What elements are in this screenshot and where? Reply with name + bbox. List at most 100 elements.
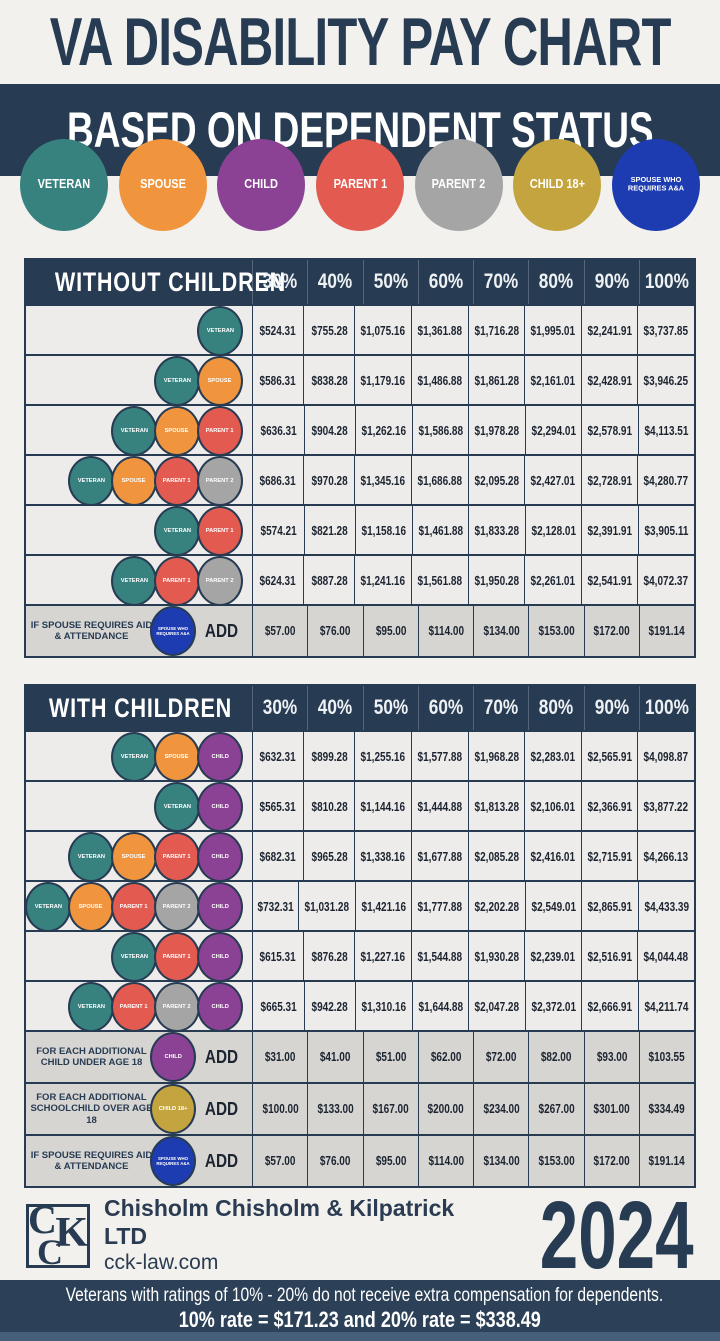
rate-cell: $1,978.28 [468, 406, 525, 456]
table-header: WITH CHILDREN 30% 40% 50% 60% 70% 80% 90% 100% [26, 686, 694, 730]
rate-value: $2,202.28 [474, 900, 520, 914]
rate-value: $942.28 [311, 1000, 348, 1014]
rate-value: $2,106.01 [530, 800, 576, 814]
rate-cell: $755.28 [303, 306, 354, 356]
rate-cell: $2,283.01 [524, 732, 581, 782]
rate-cell: $942.28 [303, 982, 356, 1032]
rate-value: $301.00 [593, 1102, 630, 1116]
disclaimer-line2: 10% rate = $171.23 and 20% rate = $338.4… [178, 1307, 542, 1332]
rate-value: $665.31 [260, 1000, 297, 1014]
rate-cell: $4,266.13 [637, 832, 694, 882]
icon-label: PARENT 2 [431, 177, 486, 192]
percent-header: 40% [307, 260, 362, 304]
add-label: ADD [204, 1098, 239, 1119]
veteran-icon: VETERAN [68, 832, 114, 882]
rate-cell: $72.00 [473, 1032, 528, 1082]
rate-value: $4,266.13 [643, 850, 689, 864]
rate-cell: $114.00 [417, 606, 473, 656]
parent1-icon: PARENT 1 [315, 139, 404, 231]
rate-cell: $2,666.91 [581, 982, 638, 1032]
parent1-icon: PARENT 1 [111, 982, 157, 1032]
rate-cell: $1,677.88 [410, 832, 468, 882]
rate-cell: $57.00 [252, 1136, 307, 1186]
rate-value: $1,255.16 [360, 750, 406, 764]
rate-cell: $965.28 [303, 832, 354, 882]
child-icon: CHILD [197, 782, 243, 832]
rate-cell: $1,950.28 [467, 556, 525, 606]
rate-value: $524.31 [260, 324, 297, 338]
rate-cell: $1,968.28 [467, 732, 525, 782]
percent-header: 40% [307, 686, 362, 730]
table-row: IF SPOUSE REQUIRES AID & ATTENDANCE SPOUS… [26, 1134, 694, 1186]
page-title: VA DISABILITY PAY CHART [49, 4, 672, 80]
spouse-icon: SPOUSE [111, 456, 157, 506]
rate-cell: $2,161.01 [524, 356, 581, 406]
rate-cell: $2,728.91 [580, 456, 638, 506]
rate-value: $3,737.85 [643, 324, 689, 338]
rate-cell: $1,179.16 [354, 356, 411, 406]
rate-cell: $301.00 [583, 1084, 639, 1134]
icon-label: SPOUSE [139, 177, 186, 192]
rate-value: $1,677.88 [417, 850, 463, 864]
parent1-icon: PARENT 1 [111, 882, 157, 932]
rate-value: $2,372.01 [531, 1000, 576, 1014]
rate-value: $114.00 [428, 624, 464, 638]
icon-label: SPOUSE [79, 903, 103, 910]
table-row: FOR EACH ADDITIONAL CHILD UNDER AGE 18 CH… [26, 1030, 694, 1082]
percent-label: 60% [428, 696, 464, 719]
rate-cell: $2,541.91 [580, 556, 638, 606]
rate-cell: $51.00 [362, 1032, 418, 1082]
rate-cell: $1,644.88 [411, 982, 469, 1032]
parent1-icon: PARENT 1 [197, 506, 243, 556]
rate-value: $2,047.28 [474, 1000, 520, 1014]
table-row: VETERAN SPOUSE PARENT 1 $636.31 $904.28 $1,26… [26, 404, 694, 456]
rate-value: $1,544.88 [417, 950, 463, 964]
row-note: FOR EACH ADDITIONAL SCHOOLCHILD OVER AGE… [30, 1091, 153, 1126]
rate-cell: $2,865.91 [581, 882, 638, 932]
rate-cell: $1,861.28 [467, 356, 525, 406]
rate-value: $1,075.16 [360, 324, 406, 338]
rate-cell: $62.00 [417, 1032, 473, 1082]
rate-value: $586.31 [260, 374, 297, 388]
rate-value: $31.00 [264, 1050, 296, 1064]
percent-label: 30% [262, 270, 298, 293]
rate-value: $2,428.91 [587, 374, 632, 388]
table-header: WITHOUT CHILDREN 30% 40% 50% 60% 70% 80% 90% 100… [26, 260, 694, 304]
spouse-aaa-icon: SPOUSE WHO REQUIRES A&A [150, 1136, 196, 1186]
icon-label: SPOUSE WHO REQUIRES A&A [627, 175, 685, 193]
rate-value: $1,031.28 [304, 900, 350, 914]
add-label: ADD [204, 1046, 239, 1067]
rate-cell: $267.00 [528, 1084, 583, 1134]
rate-cell: $93.00 [583, 1032, 639, 1082]
veteran-icon: VETERAN [111, 932, 157, 982]
rate-cell: $2,578.91 [581, 406, 638, 456]
rate-value: $2,128.01 [531, 524, 576, 538]
rate-value: $574.21 [260, 524, 297, 538]
rate-cell: $1,444.88 [410, 782, 468, 832]
icon-label: PARENT 1 [333, 177, 387, 192]
icon-label: PARENT 1 [206, 527, 234, 534]
icon-label: VETERAN [163, 803, 191, 810]
parent2-icon: PARENT 2 [197, 456, 243, 506]
rate-cell: $2,366.91 [580, 782, 638, 832]
logo-letter-c2: C [37, 1232, 63, 1272]
add-label: ADD [204, 1150, 239, 1171]
firm-url[interactable]: cck-law.com [104, 1251, 219, 1275]
table-row: VETERAN SPOUSE $586.31 $838.28 $1,179.16 $1,4… [26, 354, 694, 406]
icon-label: CHILD [244, 177, 279, 192]
rate-cell: $1,586.88 [411, 406, 469, 456]
rate-value: $636.31 [260, 424, 297, 438]
rate-cell: $1,486.88 [410, 356, 468, 406]
rate-cell: $632.31 [252, 732, 303, 782]
rate-cell: $2,085.28 [467, 832, 525, 882]
rate-cell: $4,044.48 [637, 932, 694, 982]
rate-value: $2,095.28 [474, 474, 519, 488]
row-label-cell: VETERAN SPOUSE PARENT 1 CHILD [26, 832, 252, 882]
rate-value: $172.00 [593, 1154, 630, 1168]
icon-label: CHILD [211, 753, 229, 760]
rate-value: $2,283.01 [530, 750, 576, 764]
rate-cell: $2,391.91 [581, 506, 638, 556]
row-label-cell: VETERAN CHILD [26, 782, 252, 832]
row-label-cell: VETERAN PARENT 1 CHILD [26, 932, 252, 982]
child-icon: CHILD [197, 832, 243, 882]
